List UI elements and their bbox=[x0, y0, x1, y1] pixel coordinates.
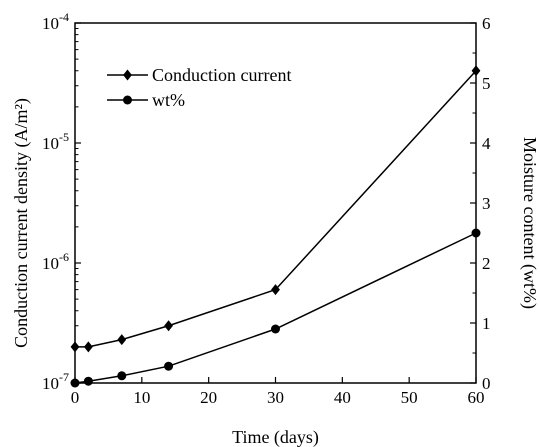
right-tick-label: 1 bbox=[482, 314, 491, 333]
data-point-diamond bbox=[70, 341, 80, 353]
legend-label-wt-percent: wt% bbox=[152, 90, 185, 110]
data-point-circle bbox=[271, 324, 280, 334]
series-line-conduction-current bbox=[75, 70, 477, 348]
left-tick-label: 10-7 bbox=[42, 370, 69, 393]
right-tick-label: 5 bbox=[482, 74, 491, 93]
legend-item-wt-percent: wt% bbox=[107, 90, 185, 110]
data-point-circle bbox=[117, 371, 127, 381]
x-tick-label: 30 bbox=[267, 388, 284, 407]
data-point-circle bbox=[471, 228, 481, 238]
left-tick-label: 10-6 bbox=[42, 250, 69, 273]
x-tick-label: 60 bbox=[468, 388, 485, 407]
right-y-axis-title: Moisture content (wt%) bbox=[519, 137, 540, 309]
data-point-circle bbox=[164, 361, 174, 371]
left-tick-label: 10-5 bbox=[42, 130, 69, 153]
axis-ticks: 0 10 20 30 40 50 60 10-7 10-6 10-5 10-4 0 1 2 3 4 5 6 bbox=[42, 10, 491, 407]
data-point-diamond bbox=[164, 320, 173, 332]
x-axis-title: Time (days) bbox=[232, 427, 319, 447]
x-tick-label: 0 bbox=[71, 388, 80, 407]
data-point-circle bbox=[70, 378, 80, 388]
left-tick-label: 10-4 bbox=[42, 10, 69, 33]
series-layer bbox=[70, 65, 481, 388]
data-point-circle bbox=[83, 376, 93, 386]
left-y-axis-title: Conduction current density (A/m²) bbox=[11, 98, 32, 348]
legend: Conduction current wt% bbox=[107, 65, 291, 110]
right-tick-label: 4 bbox=[482, 134, 491, 153]
x-tick-label: 40 bbox=[334, 388, 351, 407]
legend-diamond-marker bbox=[123, 69, 132, 81]
series-line-wt-percent bbox=[74, 232, 477, 384]
right-tick-label: 6 bbox=[482, 14, 491, 33]
data-point-diamond bbox=[83, 341, 93, 353]
legend-circle-marker bbox=[123, 95, 132, 105]
data-point-diamond bbox=[117, 334, 127, 346]
right-tick-label: 0 bbox=[482, 374, 491, 393]
x-tick-label: 20 bbox=[200, 388, 217, 407]
x-tick-label: 50 bbox=[401, 388, 418, 407]
x-tick-label: 10 bbox=[133, 388, 150, 407]
legend-item-conduction-current: Conduction current bbox=[107, 65, 291, 85]
right-tick-label: 3 bbox=[482, 194, 491, 213]
right-tick-label: 2 bbox=[482, 254, 491, 273]
data-point-diamond bbox=[471, 65, 481, 77]
legend-label-conduction-current: Conduction current bbox=[152, 65, 291, 85]
data-point-diamond bbox=[271, 284, 280, 296]
